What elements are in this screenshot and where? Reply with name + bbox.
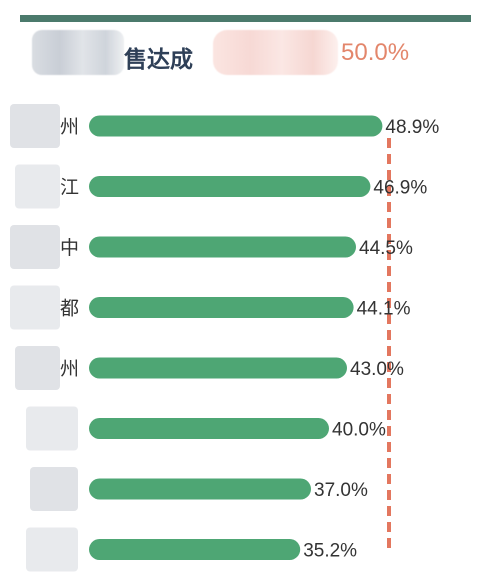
target-value: 50.0% bbox=[341, 39, 410, 66]
category-label-redacted bbox=[10, 104, 60, 148]
category-label-redacted bbox=[15, 164, 60, 209]
value-label: 48.9% bbox=[385, 117, 439, 138]
top-accent-bar bbox=[20, 15, 471, 22]
bar bbox=[89, 418, 329, 439]
value-label: 37.0% bbox=[314, 480, 368, 501]
value-label: 44.5% bbox=[359, 238, 413, 259]
category-label-redacted bbox=[30, 467, 78, 511]
value-label: 43.0% bbox=[350, 359, 404, 380]
bar bbox=[89, 357, 347, 379]
category-label-redacted bbox=[26, 406, 78, 451]
category-label-redacted bbox=[10, 225, 60, 269]
bar bbox=[89, 539, 301, 560]
value-label: 35.2% bbox=[303, 541, 357, 562]
bar bbox=[89, 236, 356, 258]
bar bbox=[89, 297, 354, 318]
bar bbox=[89, 478, 311, 500]
bar bbox=[89, 176, 371, 197]
category-label-redacted bbox=[10, 285, 60, 330]
category-label: 州 bbox=[60, 358, 79, 380]
bar bbox=[89, 115, 383, 137]
header-value-redacted bbox=[213, 30, 338, 75]
category-label: 州 bbox=[60, 116, 79, 138]
header-title: 售达成 bbox=[124, 47, 193, 73]
category-label-redacted bbox=[26, 527, 78, 572]
category-label: 中 bbox=[60, 237, 79, 259]
category-label: 都 bbox=[60, 298, 79, 320]
category-label-redacted bbox=[15, 346, 60, 390]
header-title-redacted bbox=[32, 30, 124, 75]
value-label: 40.0% bbox=[332, 420, 386, 441]
category-label: 江 bbox=[60, 177, 79, 199]
value-label: 44.1% bbox=[357, 299, 411, 320]
value-label: 46.9% bbox=[373, 178, 427, 199]
